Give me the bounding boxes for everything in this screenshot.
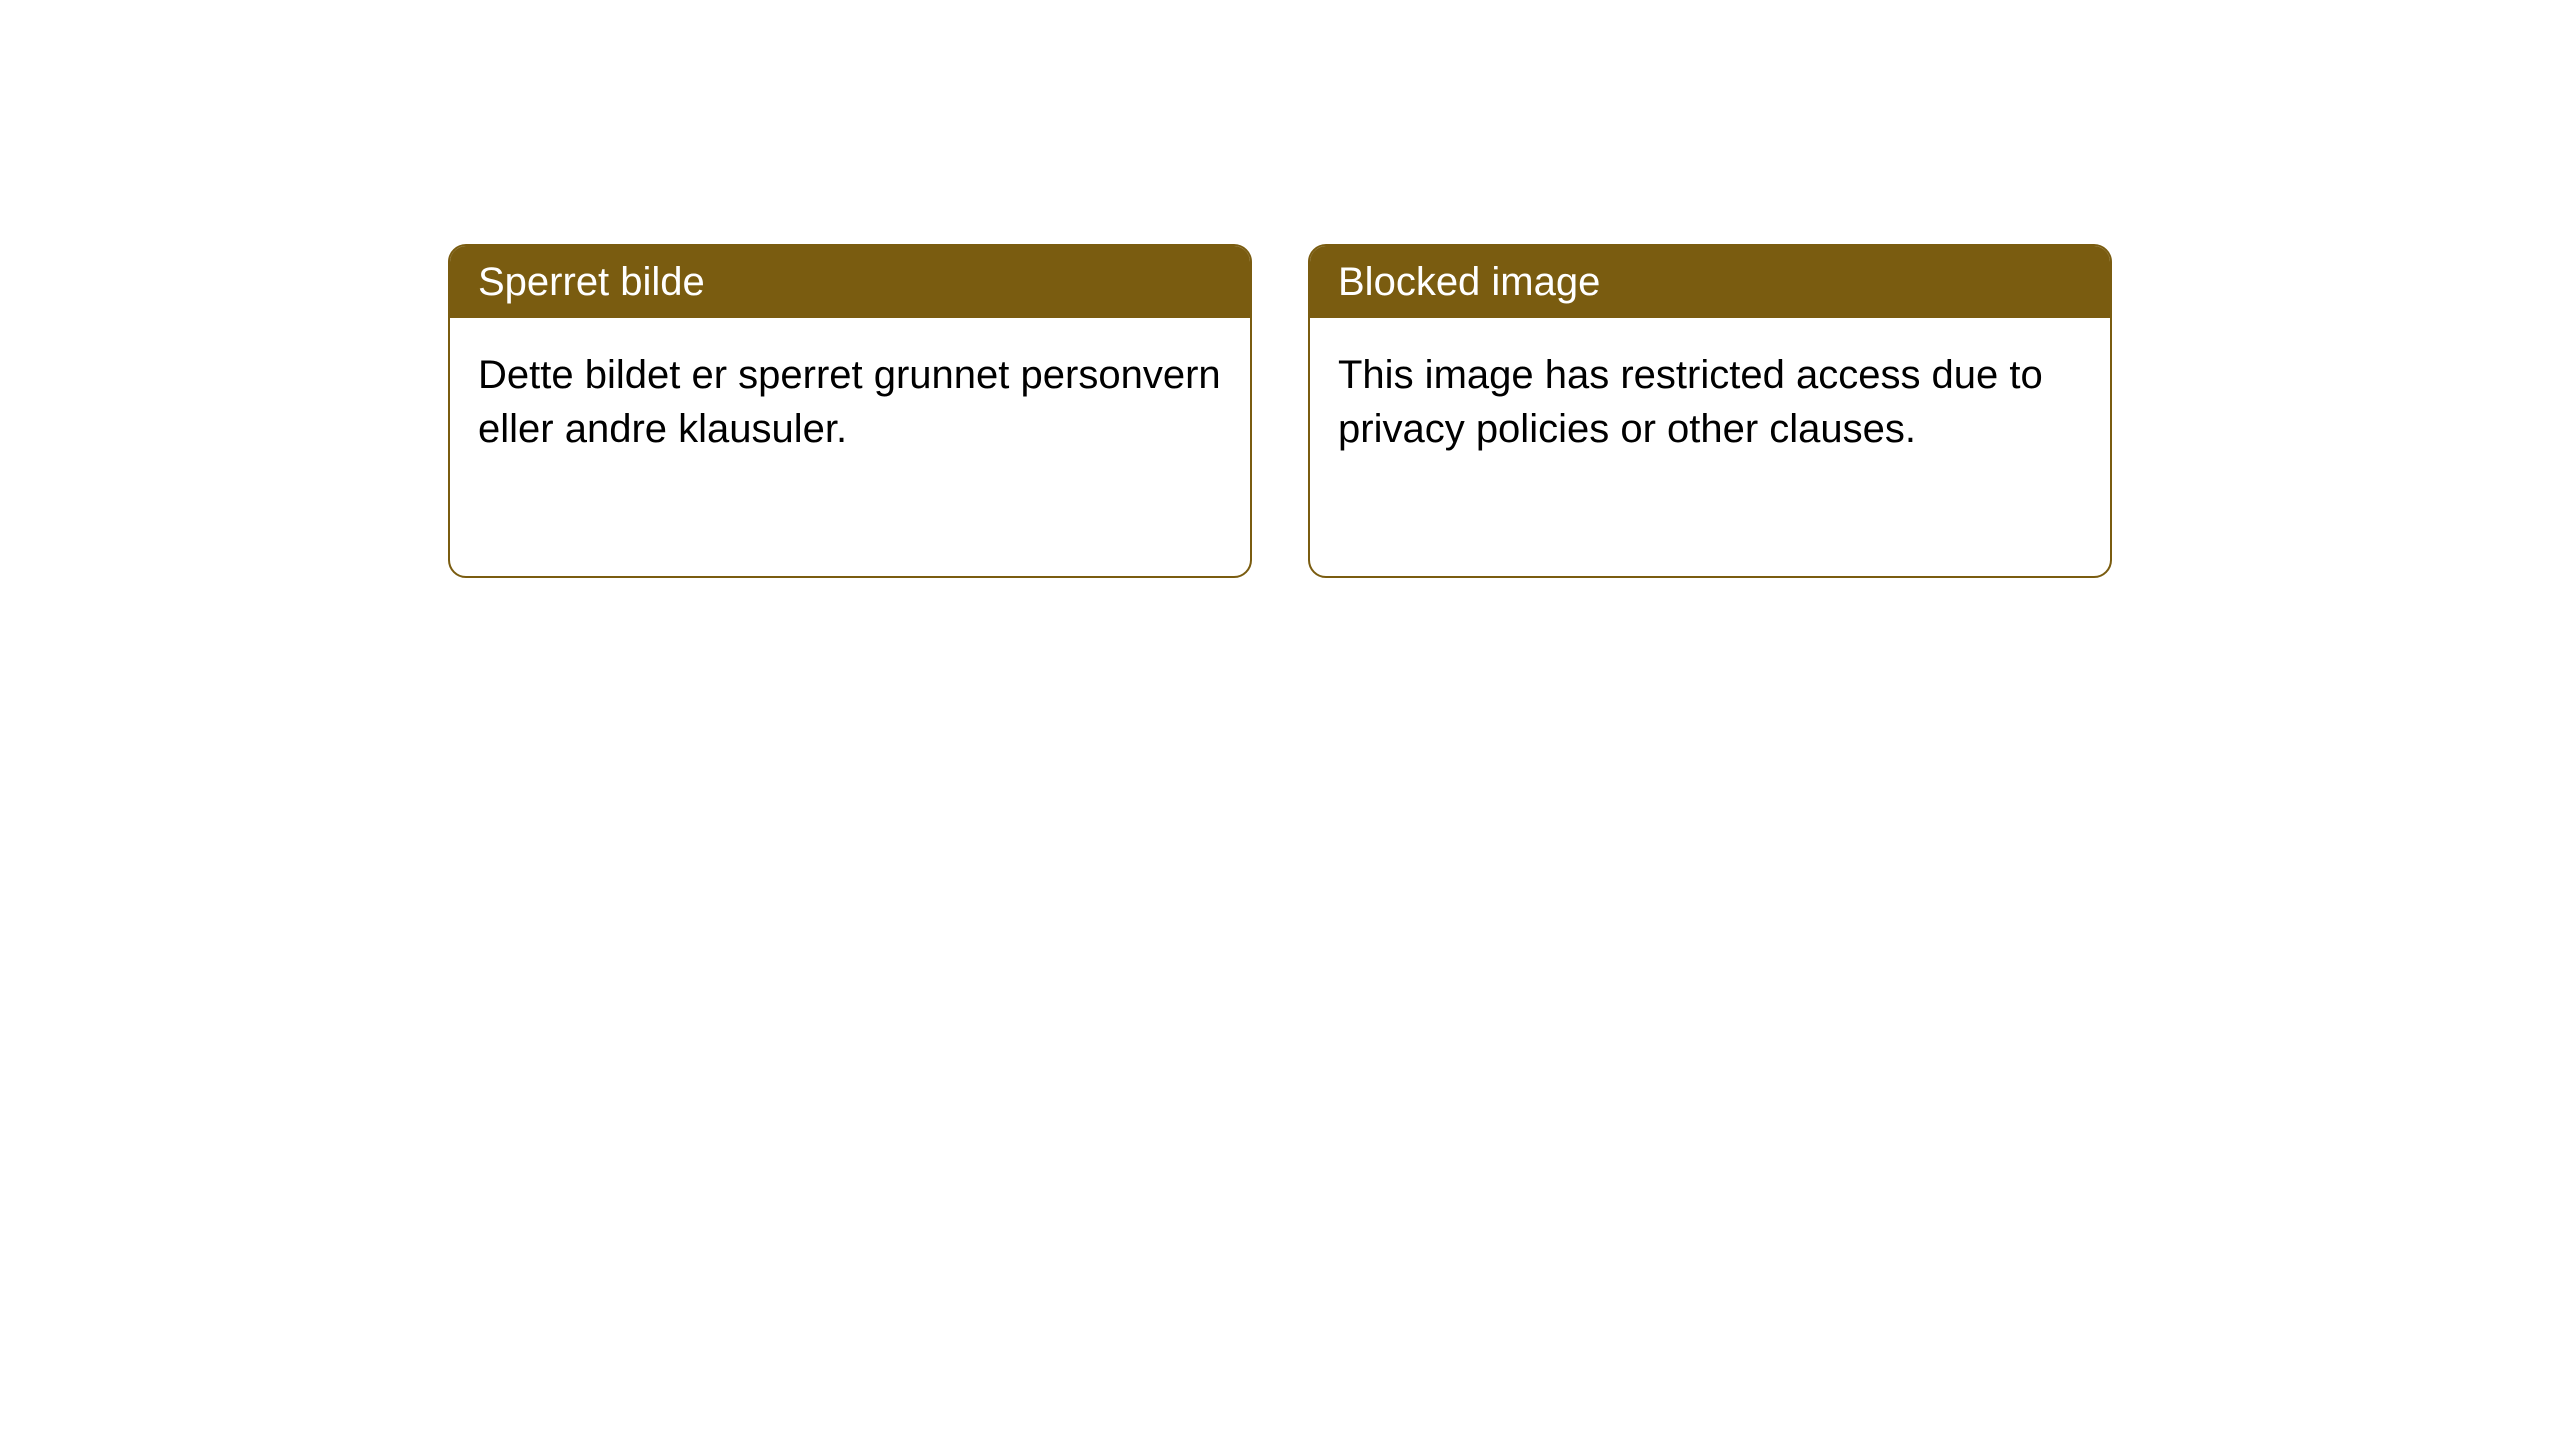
card-message-en: This image has restricted access due to … bbox=[1338, 353, 2043, 451]
blocked-image-card-en: Blocked image This image has restricted … bbox=[1308, 244, 2112, 578]
card-header-en: Blocked image bbox=[1310, 246, 2110, 318]
card-header-no: Sperret bilde bbox=[450, 246, 1250, 318]
card-message-no: Dette bildet er sperret grunnet personve… bbox=[478, 353, 1221, 451]
card-title-en: Blocked image bbox=[1338, 260, 1600, 304]
blocked-image-cards: Sperret bilde Dette bildet er sperret gr… bbox=[448, 244, 2112, 578]
card-body-no: Dette bildet er sperret grunnet personve… bbox=[450, 318, 1250, 486]
blocked-image-card-no: Sperret bilde Dette bildet er sperret gr… bbox=[448, 244, 1252, 578]
card-title-no: Sperret bilde bbox=[478, 260, 705, 304]
card-body-en: This image has restricted access due to … bbox=[1310, 318, 2110, 486]
